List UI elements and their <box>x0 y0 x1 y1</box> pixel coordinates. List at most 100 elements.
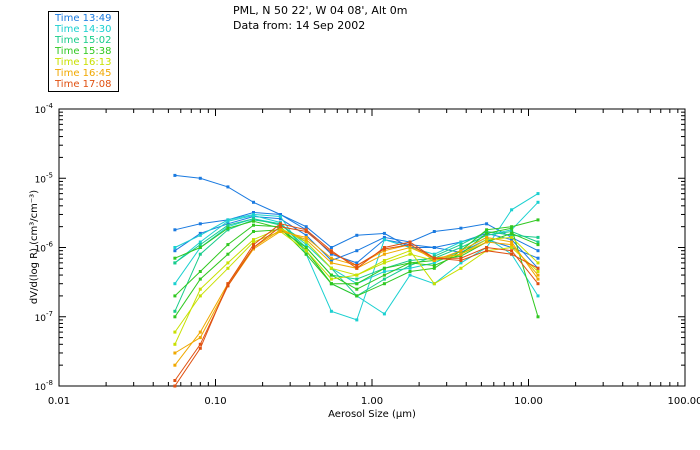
data-point <box>278 228 282 232</box>
data-point <box>226 266 230 270</box>
data-point <box>304 249 308 253</box>
data-point <box>304 230 308 233</box>
data-point <box>226 284 230 288</box>
data-point <box>198 330 202 334</box>
data-point <box>459 243 463 247</box>
data-point <box>536 270 540 273</box>
data-point <box>485 231 489 235</box>
data-point <box>408 261 412 265</box>
data-point <box>173 246 177 249</box>
data-point <box>226 185 230 189</box>
data-point <box>408 270 412 273</box>
data-point <box>198 342 202 346</box>
data-point <box>198 243 202 247</box>
data-point <box>252 219 255 223</box>
data-point <box>408 249 412 253</box>
data-point <box>226 261 230 265</box>
data-point <box>408 243 412 247</box>
data-point <box>510 252 514 256</box>
data-point <box>304 238 308 242</box>
data-point <box>382 270 386 273</box>
data-point <box>382 252 386 256</box>
x-tick-label: 100.00 <box>668 396 700 407</box>
data-point <box>485 238 489 242</box>
data-point <box>432 252 436 256</box>
data-point <box>432 230 436 233</box>
data-point <box>536 243 540 247</box>
x-tick-label: 10.00 <box>514 396 543 407</box>
y-tick-label: 10-6 <box>35 241 54 255</box>
data-point <box>432 266 436 270</box>
data-point <box>252 243 255 247</box>
data-point <box>355 294 359 298</box>
data-point <box>173 256 177 260</box>
data-point <box>198 233 202 237</box>
data-point <box>173 282 177 286</box>
data-point <box>198 240 202 244</box>
data-point <box>173 261 177 265</box>
data-point <box>382 235 386 239</box>
data-point <box>198 176 202 180</box>
y-tick-label: 10-8 <box>35 379 53 393</box>
data-point <box>459 259 463 262</box>
data-point <box>173 294 177 298</box>
data-point <box>252 217 255 221</box>
data-point <box>536 218 540 222</box>
data-point <box>485 249 489 253</box>
data-point <box>198 277 202 281</box>
data-point <box>355 266 359 270</box>
data-point <box>173 379 177 382</box>
data-point <box>382 261 386 265</box>
y-tick-label: 10-4 <box>35 102 54 116</box>
data-point <box>536 315 540 319</box>
data-point <box>304 240 308 244</box>
data-point <box>432 282 436 286</box>
data-point <box>329 273 333 277</box>
data-point <box>355 287 359 291</box>
data-point <box>198 294 202 298</box>
data-point <box>226 226 230 230</box>
data-point <box>173 309 177 313</box>
data-point <box>459 246 463 249</box>
data-point <box>329 261 333 265</box>
legend-entry-7: Time 17:08 <box>55 79 112 90</box>
data-point <box>329 249 333 253</box>
plot-frame <box>58 108 686 387</box>
data-point <box>485 240 489 244</box>
data-point <box>536 235 540 239</box>
data-point <box>329 256 333 260</box>
data-point <box>485 235 489 239</box>
data-point <box>355 261 359 265</box>
data-point <box>432 261 436 265</box>
y-axis-title: dV/d(log R) (cm³/cm⁻³) <box>29 190 40 304</box>
data-point <box>382 282 386 286</box>
x-tick-label: 0.01 <box>48 396 70 407</box>
data-point <box>459 256 463 260</box>
data-point <box>278 213 282 216</box>
site-location: PML, N 50 22', W 04 08', Alt 0m <box>233 4 408 17</box>
data-point <box>226 252 230 256</box>
data-point <box>459 240 463 244</box>
legend-entry-2: Time 14:30 <box>55 24 112 35</box>
data-point <box>226 243 230 247</box>
data-point <box>304 225 308 229</box>
data-point <box>226 282 230 286</box>
data-point <box>485 228 489 232</box>
data-point <box>329 266 333 270</box>
data-point <box>536 277 540 281</box>
data-point <box>173 315 177 319</box>
data-point <box>173 384 177 388</box>
data-point <box>198 336 202 340</box>
data-point <box>408 246 412 249</box>
data-point <box>536 294 540 298</box>
data-point <box>304 243 308 247</box>
y-tick-label: 10-7 <box>35 310 53 324</box>
legend-entry-4: Time 15:38 <box>55 46 112 57</box>
data-point <box>355 233 359 237</box>
data-point <box>278 230 282 233</box>
data-point <box>329 246 333 249</box>
data-point <box>382 266 386 270</box>
data-point <box>329 250 333 254</box>
data-point <box>304 246 308 249</box>
data-point <box>304 252 308 256</box>
